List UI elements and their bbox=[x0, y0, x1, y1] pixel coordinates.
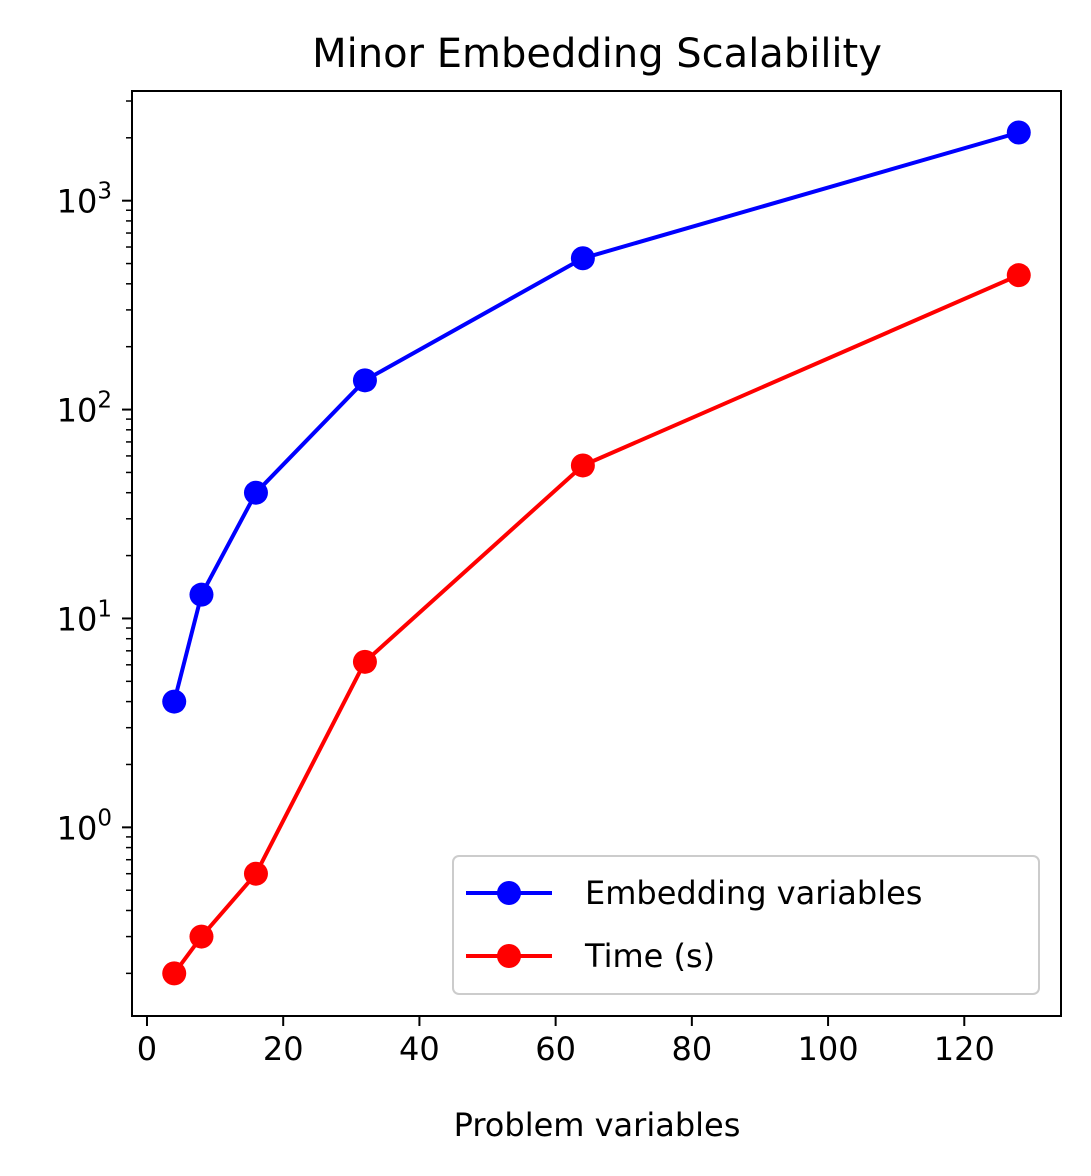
x-tick-label: 0 bbox=[137, 1030, 157, 1068]
data-point bbox=[162, 961, 187, 986]
y-tick-label: 102 bbox=[57, 388, 112, 430]
data-point bbox=[1006, 120, 1031, 145]
y-tick-label: 100 bbox=[57, 805, 112, 847]
legend-frame bbox=[452, 855, 1040, 995]
data-point bbox=[570, 453, 595, 478]
data-point bbox=[570, 246, 595, 271]
data-point bbox=[162, 689, 187, 714]
legend-label: Time (s) bbox=[584, 937, 715, 975]
data-point bbox=[352, 368, 377, 393]
legend: Embedding variables Time (s) bbox=[452, 855, 1040, 995]
x-axis-label: Problem variables bbox=[454, 1106, 741, 1144]
data-point bbox=[189, 582, 214, 607]
legend-marker bbox=[497, 881, 521, 905]
x-tick-label: 40 bbox=[399, 1030, 440, 1068]
x-tick-label: 120 bbox=[934, 1030, 995, 1068]
data-point bbox=[352, 649, 377, 674]
x-tick-label: 100 bbox=[798, 1030, 859, 1068]
series-line-0 bbox=[172, 130, 1020, 703]
y-tick-label: 103 bbox=[57, 179, 112, 221]
data-point bbox=[243, 480, 268, 505]
x-tick-label: 60 bbox=[535, 1030, 576, 1068]
x-tick-label: 20 bbox=[263, 1030, 304, 1068]
data-point bbox=[189, 924, 214, 949]
data-point bbox=[243, 861, 268, 886]
plot-area: 0 20 40 60 80 100 120 100 101 102 103 Embedding var… bbox=[57, 100, 1040, 1068]
chart-title: Minor Embedding Scalability bbox=[312, 31, 882, 77]
x-tick-label: 80 bbox=[671, 1030, 712, 1068]
plot-frame bbox=[131, 90, 1062, 1017]
data-point bbox=[1006, 263, 1031, 288]
y-tick-label: 101 bbox=[57, 596, 112, 638]
legend-label: Embedding variables bbox=[585, 874, 922, 912]
legend-marker bbox=[497, 944, 521, 968]
